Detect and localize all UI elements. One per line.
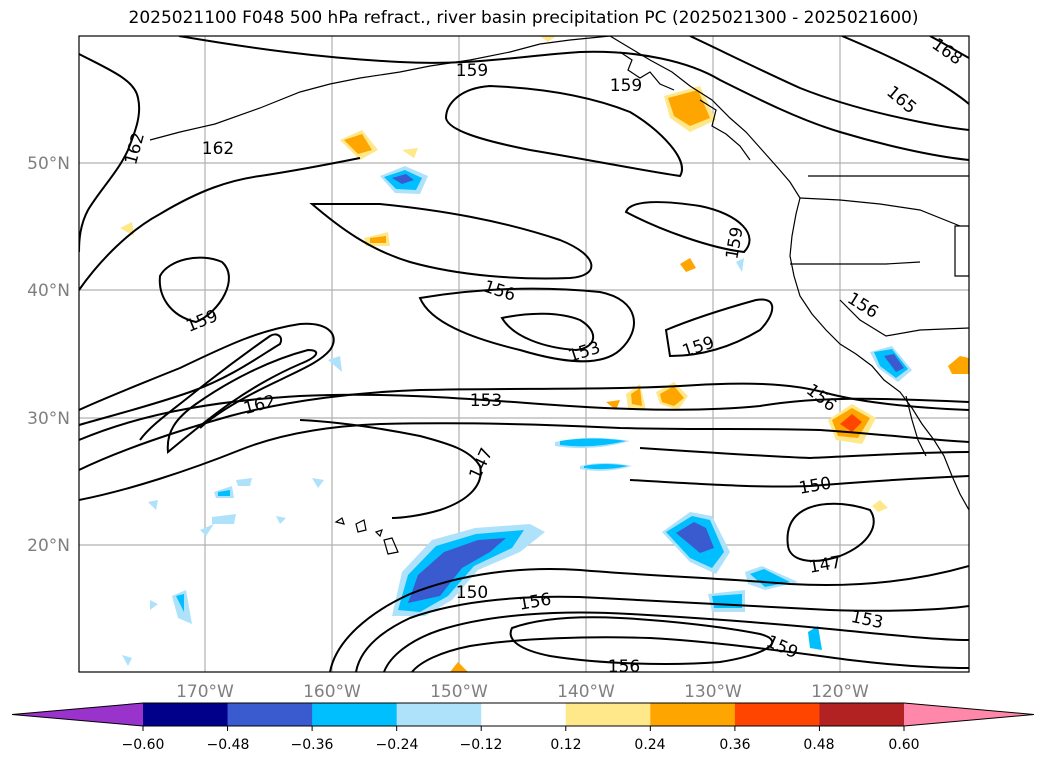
colorbar-swatch xyxy=(734,703,820,726)
colorbar-tick-label: −0.60 xyxy=(122,737,165,753)
latitude-labels: 50°N 40°N 30°N 20°N xyxy=(27,154,70,556)
lat-label: 40°N xyxy=(27,281,70,301)
colorbar-swatch xyxy=(227,703,313,726)
colorbar-swatch xyxy=(12,703,143,726)
colorbar-swatches xyxy=(11,702,1035,731)
colorbar-tick-label: −0.48 xyxy=(207,737,250,753)
colorbar-tick-label: −0.24 xyxy=(376,737,419,753)
contour-label: 159 xyxy=(456,61,488,81)
lon-label: 140°W xyxy=(557,682,615,702)
colorbar: −0.60 −0.48 −0.36 −0.24 −0.12 0.12 0.24 … xyxy=(11,702,1035,753)
colorbar-swatch xyxy=(819,703,905,726)
lon-label: 130°W xyxy=(684,682,742,702)
lat-label: 50°N xyxy=(27,154,70,174)
colorbar-swatch xyxy=(312,703,398,726)
contour-label: 162 xyxy=(202,139,234,159)
precip-anomaly-shading xyxy=(120,36,969,672)
lon-label: 150°W xyxy=(430,682,488,702)
colorbar-swatch xyxy=(481,703,567,726)
colorbar-tick-label: 0.24 xyxy=(634,737,665,753)
lon-label: 120°W xyxy=(811,682,869,702)
plot-frame xyxy=(78,35,970,673)
refractivity-contours xyxy=(79,36,969,672)
colorbar-tick-labels: −0.60 −0.48 −0.36 −0.24 −0.12 0.12 0.24 … xyxy=(122,737,920,753)
colorbar-tick-label: 0.36 xyxy=(719,737,750,753)
colorbar-swatch xyxy=(565,703,651,726)
colorbar-tick-label: 0.12 xyxy=(550,737,581,753)
colorbar-swatch xyxy=(650,703,736,726)
colorbar-tick-label: −0.12 xyxy=(460,737,503,753)
colorbar-swatch xyxy=(396,703,482,726)
lat-label: 30°N xyxy=(27,409,70,429)
contour-label: 153 xyxy=(470,391,502,411)
map-plot-area: 159 159 162 162 165 168 159 156 153 159 … xyxy=(79,36,969,677)
contour-label: 156 xyxy=(608,657,640,677)
colorbar-tick-label: −0.36 xyxy=(291,737,334,753)
colorbar-swatch xyxy=(143,703,229,726)
colorbar-tick-label: 0.48 xyxy=(803,737,834,753)
lat-label: 20°N xyxy=(27,536,70,556)
lon-label: 160°W xyxy=(303,682,361,702)
map-title: 2025021100 F048 500 hPa refract., river … xyxy=(128,8,919,28)
colorbar-tick-label: 0.60 xyxy=(888,737,919,753)
longitude-labels: 170°W 160°W 150°W 140°W 130°W 120°W xyxy=(176,682,869,702)
coastlines xyxy=(149,36,969,555)
colorbar-swatch xyxy=(904,703,1034,726)
lon-label: 170°W xyxy=(176,682,234,702)
contour-label: 159 xyxy=(610,76,642,96)
contour-label: 150 xyxy=(456,583,488,603)
